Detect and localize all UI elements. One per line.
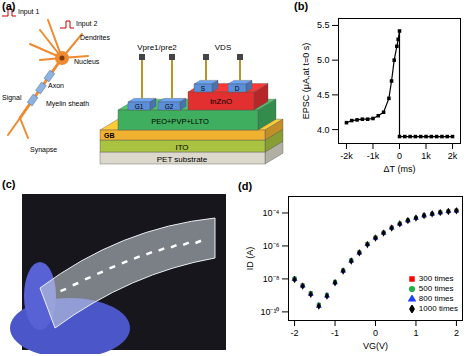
html-text:800 times: 800 times [418,294,454,303]
svg-text:PEO+PVP+LLTO: PEO+PVP+LLTO [151,117,209,126]
svg-text:-1: -1 [331,328,339,338]
svg-text:1k: 1k [421,151,431,161]
svg-text:ID (A): ID (A) [245,247,255,271]
svg-text:Input 1: Input 1 [18,8,40,16]
svg-text:ΔT (ms): ΔT (ms) [384,164,416,174]
svg-text:Myelin sheath: Myelin sheath [46,100,89,108]
svg-text:-1k: -1k [367,151,380,161]
svg-text:5.5: 5.5 [317,20,330,30]
html-text:300 times: 300 times [418,274,454,283]
svg-text:10⁻⁴: 10⁻⁴ [263,208,280,218]
html-text:(c): (c) [2,178,16,190]
svg-text:Axon: Axon [48,82,64,89]
svg-text:10⁻¹⁰: 10⁻¹⁰ [260,307,279,317]
svg-text:GB: GB [104,132,115,139]
svg-text:PET substrate: PET substrate [157,155,208,164]
svg-text:0: 0 [397,151,402,161]
html-text:(d): (d) [238,180,252,192]
svg-text:G1: G1 [135,103,144,110]
svg-text:Dendrites: Dendrites [80,34,110,41]
svg-text:2: 2 [454,328,459,338]
svg-text:4.0: 4.0 [317,124,330,134]
svg-text:InZnO: InZnO [210,97,232,106]
html-text:500 times: 500 times [418,284,454,293]
html-text:(a): (a) [2,0,16,12]
svg-text:VDS: VDS [215,43,231,52]
svg-text:10⁻⁸: 10⁻⁸ [263,274,280,284]
svg-text:EPSC (μA,at t=0 s): EPSC (μA,at t=0 s) [301,43,311,119]
html-text:(b): (b) [294,0,308,12]
html-text:1000 times: 1000 times [418,304,458,313]
svg-text:Nucleus: Nucleus [74,58,100,65]
svg-text:Synapse: Synapse [30,146,57,154]
svg-text:1: 1 [413,328,418,338]
svg-text:G2: G2 [165,103,174,110]
svg-text:Vpre1/pre2: Vpre1/pre2 [137,43,177,52]
svg-text:ITO: ITO [175,143,188,152]
svg-text:Input 2: Input 2 [76,20,98,28]
svg-text:S: S [201,85,206,92]
svg-text:4.5: 4.5 [317,90,330,100]
svg-text:5.0: 5.0 [317,55,330,65]
svg-text:10⁻⁶: 10⁻⁶ [263,241,280,251]
svg-text:-2k: -2k [340,151,353,161]
svg-text:2k: 2k [448,151,458,161]
svg-text:-2: -2 [291,328,299,338]
svg-text:VG(V): VG(V) [363,341,388,351]
svg-text:D: D [235,85,240,92]
svg-text:0: 0 [373,328,378,338]
svg-text:Signal: Signal [2,94,22,102]
